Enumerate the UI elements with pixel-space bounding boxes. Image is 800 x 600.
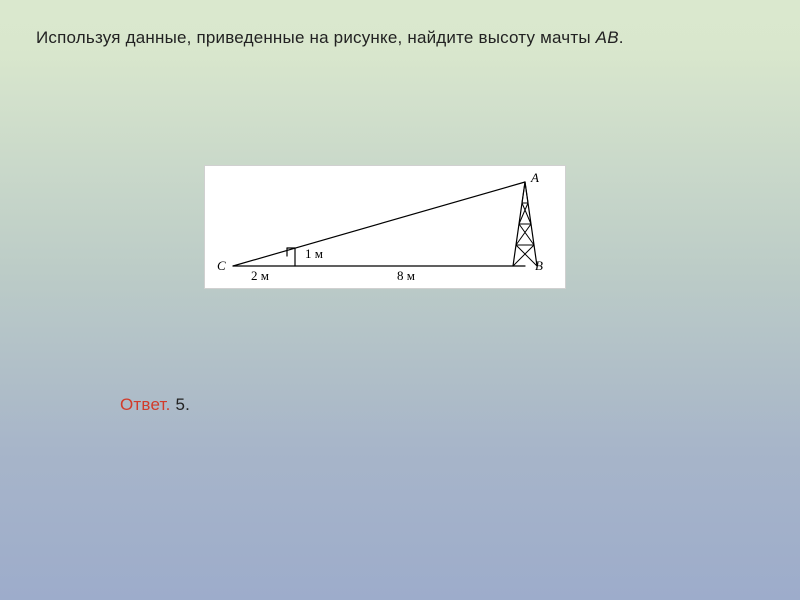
- svg-text:2 м: 2 м: [251, 268, 269, 283]
- answer-value: 5.: [171, 395, 191, 414]
- figure-svg: C B A 1 м 2 м 8 м: [205, 166, 565, 288]
- question-text-before: Используя данные, приведенные на рисунке…: [36, 28, 596, 47]
- svg-text:8 м: 8 м: [397, 268, 415, 283]
- answer-label: Ответ.: [120, 395, 171, 414]
- question-text-after: .: [619, 28, 624, 47]
- question-var: AB: [596, 28, 619, 47]
- svg-text:A: A: [530, 170, 539, 185]
- svg-text:B: B: [535, 258, 543, 273]
- svg-text:C: C: [217, 258, 226, 273]
- svg-text:1 м: 1 м: [305, 246, 323, 261]
- question-text: Используя данные, приведенные на рисунке…: [36, 28, 624, 48]
- geometry-figure: C B A 1 м 2 м 8 м: [204, 165, 566, 289]
- answer-line: Ответ. 5.: [120, 395, 190, 415]
